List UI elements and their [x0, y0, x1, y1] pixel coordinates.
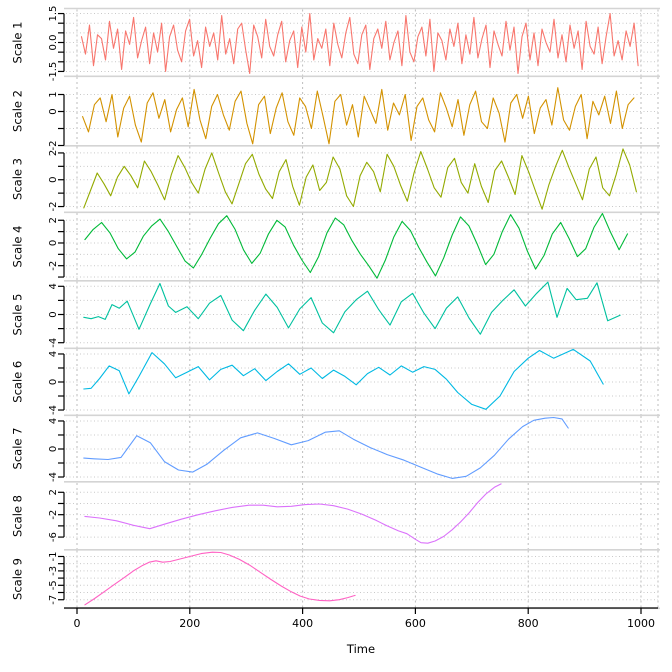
y-tick-label: -4 [48, 472, 59, 482]
x-tick-label: 0 [74, 617, 81, 630]
y-tick-label: 4 [48, 351, 59, 357]
y-tick-label: 4 [48, 283, 59, 289]
panel-label-6: Scale 6 [11, 361, 25, 403]
y-tick-label: 2 [48, 217, 59, 223]
series-line-scale-2 [82, 87, 635, 145]
y-tick-label: 0 [48, 379, 59, 385]
y-tick-label: 0 [48, 108, 59, 114]
panel-label-5: Scale 5 [11, 294, 25, 336]
y-tick-label: -6 [48, 532, 59, 542]
series-line-scale-3 [83, 148, 637, 210]
panel-label-4: Scale 4 [11, 226, 25, 268]
panel-label-3: Scale 3 [11, 158, 25, 200]
y-tick-label: -4 [48, 338, 59, 348]
y-tick-label: -1 [48, 551, 59, 561]
y-tick-label: -2 [48, 202, 59, 212]
y-tick-label: 0 [48, 177, 59, 183]
series-line-scale-6 [83, 348, 604, 410]
y-tick-label: -3 [48, 566, 59, 576]
y-tick-label: -2 [48, 261, 59, 271]
y-tick-label: -1.5 [48, 62, 59, 82]
y-tick-label: -2 [48, 141, 59, 151]
series-line-scale-4 [84, 212, 629, 279]
x-tick-label: 600 [405, 617, 426, 630]
y-tick-label: 0.0 [48, 35, 59, 51]
x-tick-label: 200 [179, 617, 200, 630]
panel-label-2: Scale 2 [11, 90, 25, 132]
series-line-scale-5 [83, 281, 621, 335]
y-tick-label: 2 [48, 150, 59, 156]
y-tick-label: -4 [48, 405, 59, 415]
y-tick-label: 4 [48, 418, 59, 424]
series-line-scale-9 [84, 551, 356, 606]
panel-label-1: Scale 1 [11, 22, 25, 64]
x-tick-label: 400 [292, 617, 313, 630]
series-line-scale-1 [80, 13, 639, 74]
x-tick-label: 800 [518, 617, 539, 630]
panel-label-9: Scale 9 [11, 558, 25, 600]
y-tick-label: -2 [48, 510, 59, 520]
y-tick-label: -7 [48, 595, 59, 605]
y-tick-label: 0 [48, 240, 59, 246]
y-tick-label: 2 [48, 489, 59, 495]
x-axis-title: Time [346, 642, 375, 656]
panel-label-7: Scale 7 [11, 428, 25, 470]
y-tick-label: 1 [48, 91, 59, 97]
panel-label-8: Scale 8 [11, 495, 25, 537]
x-tick-label: 1000 [627, 617, 655, 630]
y-tick-label: 0 [48, 311, 59, 317]
y-tick-label: 1.5 [48, 6, 59, 22]
y-tick-label: 0 [48, 446, 59, 452]
y-tick-label: -5 [48, 580, 59, 590]
series-line-scale-8 [84, 483, 502, 544]
series-line-scale-7 [83, 416, 569, 479]
